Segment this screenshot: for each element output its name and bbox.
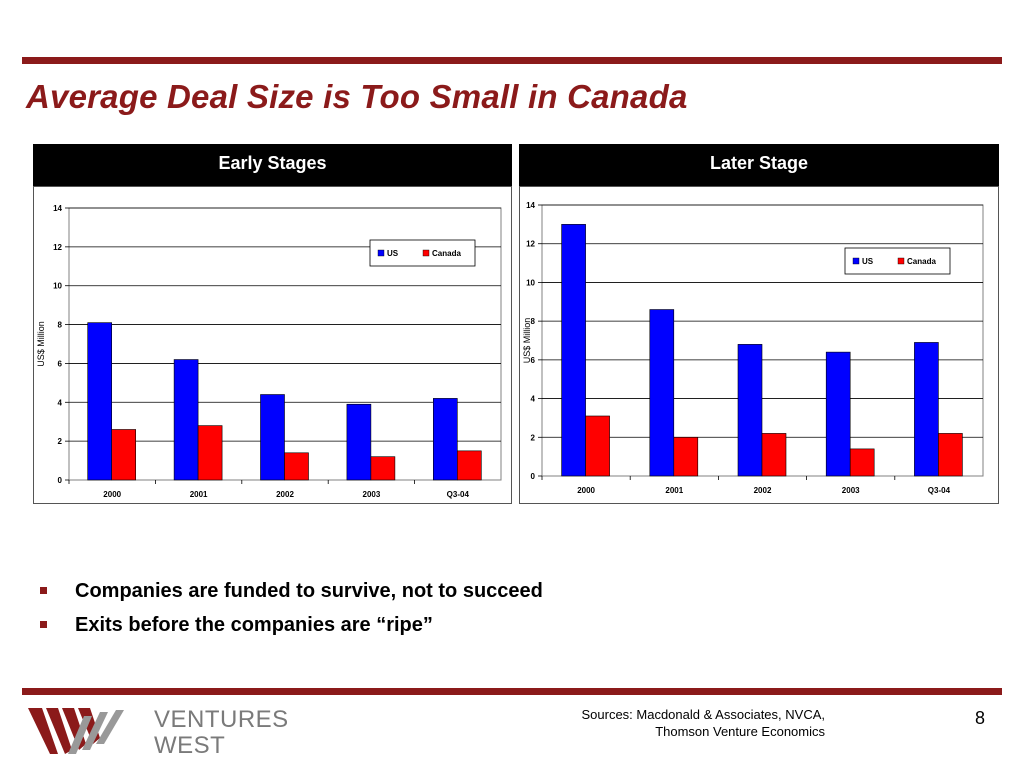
y-tick-label: 2 [531, 433, 536, 442]
canada-bar [938, 433, 963, 477]
early-stages-chart-panel: 0 2 4 6 8 10 12 14 US$ Million 2000 2001 2002 2003 Q3… [33, 186, 512, 504]
canada-bar [585, 415, 610, 477]
legend-label: Canada [907, 257, 936, 266]
y-tick-label: 6 [58, 359, 63, 368]
y-tick-label: 6 [531, 356, 536, 365]
y-tick-label: 10 [53, 282, 62, 291]
y-tick-label: 14 [53, 204, 62, 213]
x-tick-label: 2003 [363, 490, 381, 499]
x-tick-label: 2000 [577, 486, 595, 495]
y-tick-label: 4 [531, 395, 536, 404]
canada-bar [284, 452, 309, 481]
sources-line1: Sources: Macdonald & Associates, NVCA, [581, 707, 825, 722]
y-tick-label: 14 [526, 201, 535, 210]
us-bar [914, 342, 939, 477]
legend-swatch [377, 249, 385, 257]
legend [844, 247, 951, 275]
bullet-square-icon [40, 587, 47, 594]
canada-bar [849, 448, 875, 477]
y-tick-label: 0 [531, 472, 536, 481]
bullet-square-icon [40, 621, 47, 628]
canada-bar [673, 436, 699, 477]
x-tick-label: 2002 [276, 490, 294, 499]
us-bar [825, 351, 851, 477]
early-stages-header: Early Stages [33, 144, 512, 186]
page-number: 8 [975, 708, 986, 728]
us-bar [649, 309, 675, 477]
y-tick-label: 8 [531, 317, 536, 326]
x-tick-label: 2001 [190, 490, 208, 499]
bullet-item: Companies are funded to survive, not to … [38, 576, 543, 610]
us-bar [173, 359, 199, 481]
x-tick-label: 2001 [665, 486, 683, 495]
bottom-rule [22, 688, 1002, 695]
top-rule [22, 57, 1002, 64]
us-bar [737, 344, 763, 477]
x-tick-label: 2002 [754, 486, 772, 495]
later-stage-chart-panel: 0 2 4 6 8 10 12 14 US$ Million 2000 2001 2002 2003 Q3… [519, 186, 999, 504]
y-axis-label: US$ Million [522, 318, 532, 364]
bullet-list: Companies are funded to survive, not to … [38, 576, 543, 644]
y-tick-label: 12 [526, 240, 535, 249]
canada-bar [370, 456, 396, 481]
y-tick-label: 0 [58, 476, 63, 485]
x-tick-label: Q3-04 [928, 486, 951, 495]
canada-bar [456, 450, 482, 481]
sources-line2: Thomson Venture Economics [655, 724, 825, 739]
y-tick-label: 10 [526, 278, 535, 287]
logo-line1: VENTURES [154, 706, 289, 733]
legend [369, 239, 476, 267]
us-bar [346, 403, 372, 481]
x-tick-label: 2003 [842, 486, 860, 495]
us-bar [432, 398, 458, 481]
slide-title: Average Deal Size is Too Small in Canada [26, 78, 688, 115]
bullet-item: Exits before the companies are “ripe” [38, 610, 543, 644]
y-tick-label: 8 [58, 321, 63, 330]
sources-note: Sources: Macdonald & Associates, NVCA, T… [581, 706, 825, 740]
legend-swatch [897, 257, 905, 265]
us-bar [87, 322, 113, 481]
bullet-text: Companies are funded to survive, not to … [75, 580, 543, 602]
bullet-text: Exits before the companies are “ripe” [75, 614, 433, 636]
canada-bar [761, 433, 787, 477]
legend-label: Canada [432, 249, 461, 258]
legend-swatch [422, 249, 430, 257]
y-tick-label: 2 [58, 437, 63, 446]
canada-bar [197, 425, 223, 481]
legend-label: US [387, 249, 399, 258]
x-tick-label: 2000 [103, 490, 121, 499]
y-tick-label: 4 [58, 398, 63, 407]
y-tick-label: 12 [53, 243, 62, 252]
x-tick-label: Q3-04 [447, 490, 470, 499]
legend-swatch [852, 257, 860, 265]
y-axis-label: US$ Million [36, 321, 46, 367]
ventures-west-logo: VENTURES WEST [28, 704, 288, 760]
early-stages-chart: 0 2 4 6 8 10 12 14 US$ Million 2000 2001 2002 2003 Q3… [36, 204, 502, 499]
canada-bar [111, 429, 136, 481]
us-bar [260, 394, 285, 481]
us-bar [561, 224, 586, 477]
legend-label: US [862, 257, 874, 266]
logo-line2: WEST [154, 732, 226, 759]
ventures-west-mark-icon [28, 708, 124, 754]
later-stage-header: Later Stage [519, 144, 999, 186]
later-stage-chart: 0 2 4 6 8 10 12 14 US$ Million 2000 2001 2002 2003 Q3… [522, 201, 984, 495]
